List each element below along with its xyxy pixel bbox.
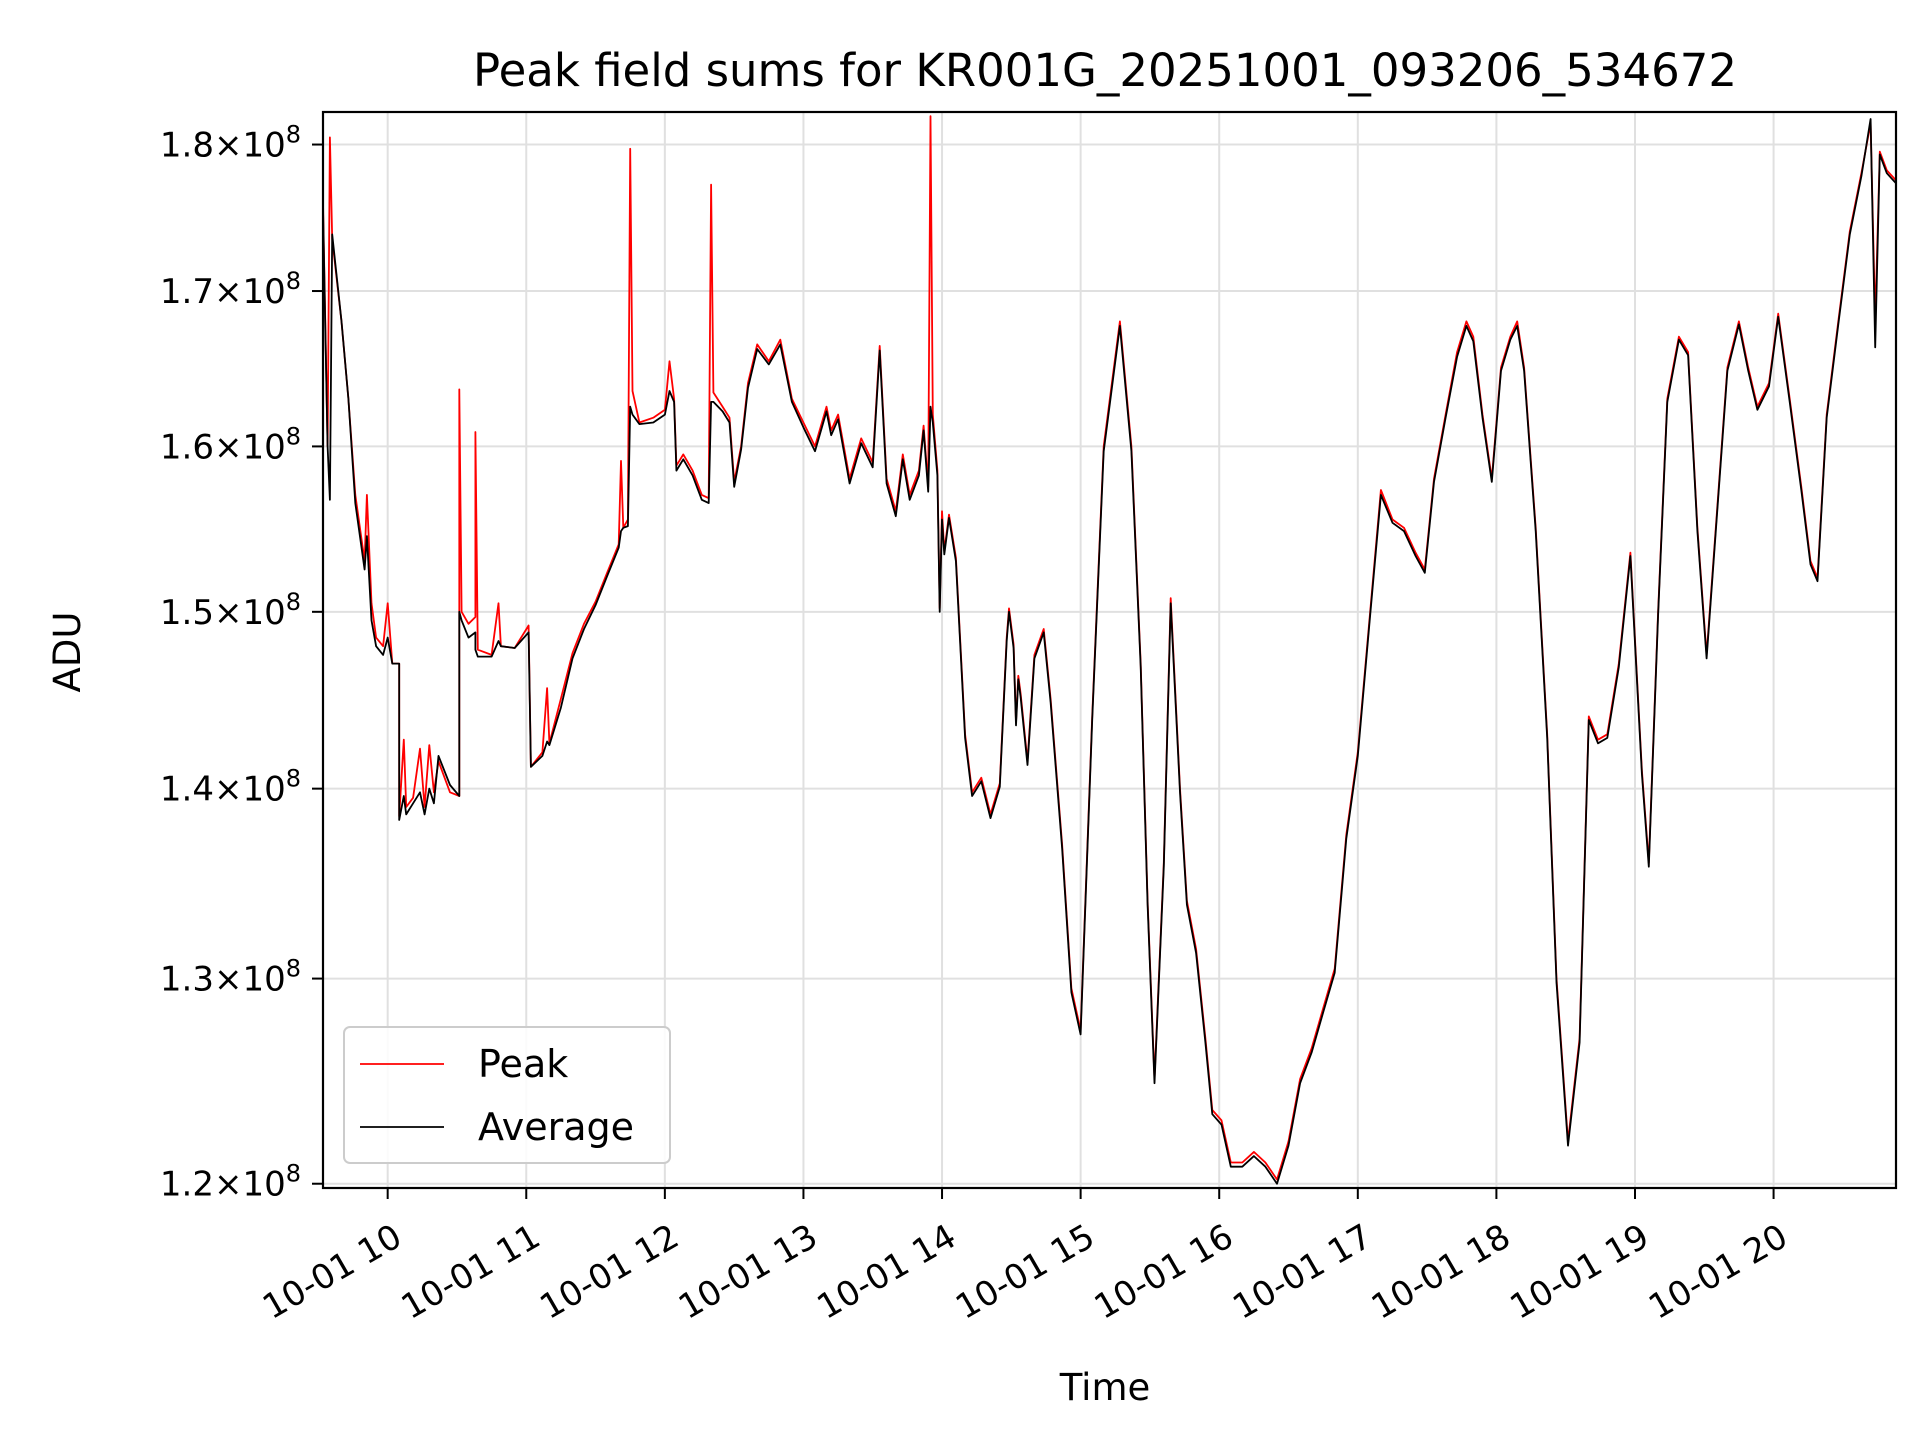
series-layer	[322, 115, 1897, 1185]
chart-title: Peak field sums for KR001G_20251001_0932…	[473, 44, 1737, 97]
y-axis-label: ADU	[46, 612, 89, 693]
legend-label-peak: Peak	[478, 1042, 568, 1086]
y-tick-label: 1.8×108	[160, 121, 301, 166]
y-tick-times-sign: ×	[214, 1165, 243, 1205]
y-tick-mantissa: 1.6	[160, 427, 214, 467]
y-tick-label: 1.2×108	[160, 1160, 301, 1205]
x-axis-label: Time	[1059, 1366, 1151, 1409]
grid	[323, 112, 1896, 1188]
y-tick-times-sign: ×	[214, 126, 243, 166]
legend-box	[343, 1026, 671, 1164]
y-tick-base: 10	[242, 770, 285, 810]
y-tick-base: 10	[242, 960, 285, 1000]
y-tick-label: 1.7×108	[160, 267, 301, 312]
legend: Peak Average	[343, 1026, 671, 1164]
y-tick-mantissa: 1.3	[160, 960, 214, 1000]
y-tick-times-sign: ×	[214, 770, 243, 810]
y-tick-label: 1.6×108	[160, 422, 301, 467]
y-tick-base: 10	[242, 593, 285, 633]
y-tick-label: 1.5×108	[160, 588, 301, 633]
y-tick-times-sign: ×	[214, 593, 243, 633]
y-tick-exponent: 8	[286, 955, 301, 983]
y-tick-mantissa: 1.8	[160, 126, 214, 166]
y-tick-label: 1.4×108	[160, 765, 301, 810]
y-tick-exponent: 8	[286, 765, 301, 793]
y-tick-base: 10	[242, 1165, 285, 1205]
y-tick-base: 10	[242, 427, 285, 467]
plot-frame	[321, 110, 1898, 1190]
y-tick-exponent: 8	[286, 588, 301, 616]
y-tick-exponent: 8	[286, 121, 301, 149]
y-tick-mantissa: 1.7	[160, 272, 214, 312]
legend-label-average: Average	[478, 1105, 634, 1149]
y-tick-label: 1.3×108	[160, 955, 301, 1000]
y-tick-times-sign: ×	[214, 960, 243, 1000]
y-tick-base: 10	[242, 126, 285, 166]
y-tick-mantissa: 1.5	[160, 593, 214, 633]
y-tick-mantissa: 1.4	[160, 770, 214, 810]
y-tick-exponent: 8	[286, 1160, 301, 1188]
y-tick-base: 10	[242, 272, 285, 312]
series-line-average	[322, 118, 1897, 1185]
y-tick-mantissa: 1.2	[160, 1165, 214, 1205]
y-tick-exponent: 8	[286, 422, 301, 450]
y-tick-exponent: 8	[286, 267, 301, 295]
y-tick-times-sign: ×	[214, 427, 243, 467]
y-tick-times-sign: ×	[214, 272, 243, 312]
